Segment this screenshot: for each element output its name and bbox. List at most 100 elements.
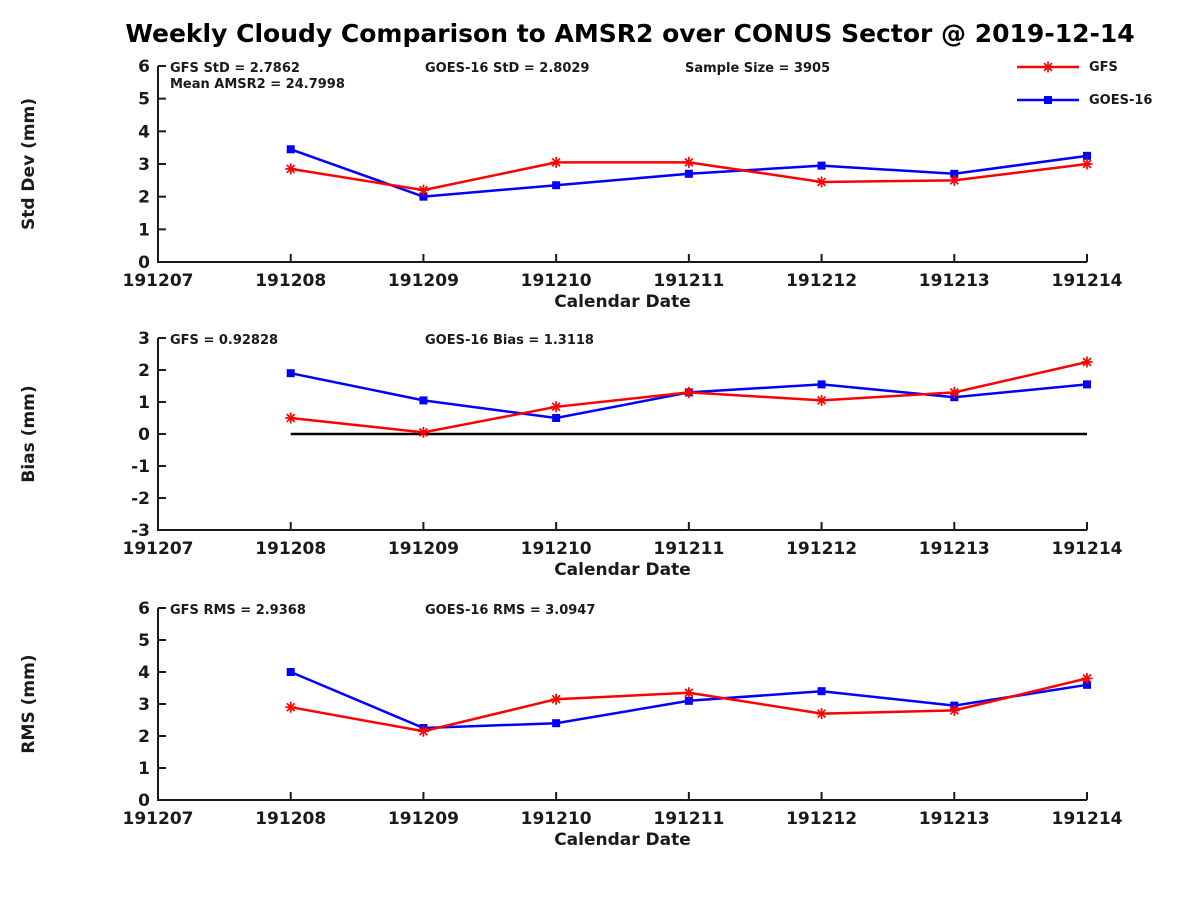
y-tick-label: 3 — [138, 695, 150, 715]
x-axis-label: Calendar Date — [554, 292, 691, 312]
legend-item-gfs: GFS — [1016, 59, 1152, 75]
marker-square — [817, 687, 826, 696]
marker-asterisk — [948, 386, 960, 398]
x-tick-label: 191211 — [653, 539, 724, 559]
x-tick-label: 191207 — [123, 271, 194, 291]
legend: GFS GOES-16 — [1016, 60, 1152, 126]
y-tick-label: 6 — [138, 599, 150, 619]
y-tick-label: 2 — [138, 361, 150, 381]
y-tick-label: 0 — [138, 253, 150, 273]
y-tick-label: 0 — [138, 791, 150, 811]
subplot-bias: -3 -2 -1 0 1 2 3 191207 191208 191209 191210 191211… — [19, 329, 1123, 580]
marker-asterisk — [1042, 61, 1054, 73]
marker-asterisk — [550, 693, 562, 705]
marker-square — [552, 719, 561, 728]
y-tick-label: 6 — [138, 57, 150, 77]
x-tick-label: 191210 — [521, 809, 592, 829]
x-tick-label: 191207 — [123, 809, 194, 829]
subplot-rms: 0 1 2 3 4 5 6 191207 191208 191209 191210 191211 191… — [19, 599, 1123, 850]
marker-asterisk — [816, 708, 828, 720]
marker-square — [1083, 380, 1091, 389]
legend-square-icon — [1017, 96, 1079, 104]
marker-asterisk — [683, 156, 695, 168]
marker-square — [552, 181, 561, 190]
x-tick-label: 191212 — [786, 539, 857, 559]
marker-square — [817, 380, 826, 389]
marker-asterisk — [683, 687, 695, 699]
y-tick-label: -1 — [131, 457, 150, 477]
marker-asterisk — [285, 701, 297, 713]
marker-square — [286, 369, 295, 378]
x-tick-label: 191212 — [786, 271, 857, 291]
series-goes-16 — [286, 668, 1091, 732]
y-tick-label: 4 — [138, 663, 150, 683]
marker-asterisk — [816, 176, 828, 188]
y-tick-label: 2 — [138, 727, 150, 747]
x-tick-label: 191211 — [653, 809, 724, 829]
annotation-rms: GOES-16 RMS = 3.0947 — [425, 603, 595, 618]
legend-item-goes-16: GOES-16 — [1016, 92, 1153, 108]
marker-square — [1083, 151, 1091, 160]
x-tick-label: 191213 — [919, 809, 990, 829]
legend-label: GOES-16 — [1089, 92, 1153, 108]
series-goes-16 — [286, 145, 1091, 201]
marker-asterisk — [683, 386, 695, 398]
marker-asterisk — [1081, 672, 1093, 684]
y-tick-label: 1 — [138, 393, 150, 413]
marker-square — [684, 169, 693, 178]
marker-square — [286, 668, 295, 676]
y-tick-label: 1 — [138, 759, 150, 779]
marker-square — [1083, 680, 1091, 689]
annotation-std-dev: GOES-16 StD = 2.8029 — [425, 61, 589, 76]
marker-asterisk — [285, 163, 297, 175]
marker-asterisk — [816, 394, 828, 406]
annotation-std-dev: Mean AMSR2 = 24.7998 — [170, 77, 345, 92]
series-gfs — [285, 356, 1093, 438]
x-tick-label: 191209 — [388, 271, 459, 291]
annotation-bias: GFS = 0.92828 — [170, 333, 278, 348]
y-axis-label: Bias (mm) — [19, 385, 39, 482]
x-tick-label: 191214 — [1052, 271, 1123, 291]
y-tick-label: 4 — [138, 122, 150, 142]
y-axis-label: Std Dev (mm) — [19, 98, 39, 230]
y-tick-label: 2 — [138, 188, 150, 208]
marker-asterisk — [948, 704, 960, 716]
annotation-bias: GOES-16 Bias = 1.3118 — [425, 333, 594, 348]
x-tick-label: 191214 — [1052, 539, 1123, 559]
marker-square — [950, 169, 959, 178]
x-tick-label: 191213 — [919, 539, 990, 559]
x-tick-label: 191211 — [653, 271, 724, 291]
annotation-std-dev: Sample Size = 3905 — [685, 61, 830, 76]
x-axis-label: Calendar Date — [554, 560, 691, 580]
marker-square — [552, 414, 561, 422]
marker-asterisk — [417, 184, 429, 196]
chart-title: Weekly Cloudy Comparison to AMSR2 over C… — [125, 19, 1135, 48]
x-tick-label: 191212 — [786, 809, 857, 829]
legend-label: GFS — [1089, 59, 1118, 75]
x-tick-label: 191209 — [388, 809, 459, 829]
marker-asterisk — [285, 412, 297, 424]
x-tick-label: 191208 — [255, 809, 326, 829]
marker-square — [817, 161, 826, 170]
marker-asterisk — [1081, 158, 1093, 170]
y-tick-label: 3 — [138, 155, 150, 175]
x-axis-label: Calendar Date — [554, 830, 691, 850]
marker-asterisk — [1081, 356, 1093, 368]
marker-asterisk — [417, 725, 429, 737]
marker-square — [286, 145, 295, 154]
y-tick-label: 5 — [138, 631, 150, 651]
y-tick-label: 3 — [138, 329, 150, 349]
marker-asterisk — [550, 401, 562, 413]
x-tick-label: 191210 — [521, 271, 592, 291]
marker-square — [684, 696, 693, 705]
y-tick-label: -3 — [131, 521, 150, 541]
marker-asterisk — [948, 174, 960, 186]
y-tick-label: -2 — [131, 489, 150, 509]
x-tick-label: 191208 — [255, 271, 326, 291]
x-tick-label: 191207 — [123, 539, 194, 559]
marker-square — [1044, 96, 1052, 104]
x-tick-label: 191209 — [388, 539, 459, 559]
series-gfs — [285, 156, 1093, 196]
x-tick-label: 191214 — [1052, 809, 1123, 829]
